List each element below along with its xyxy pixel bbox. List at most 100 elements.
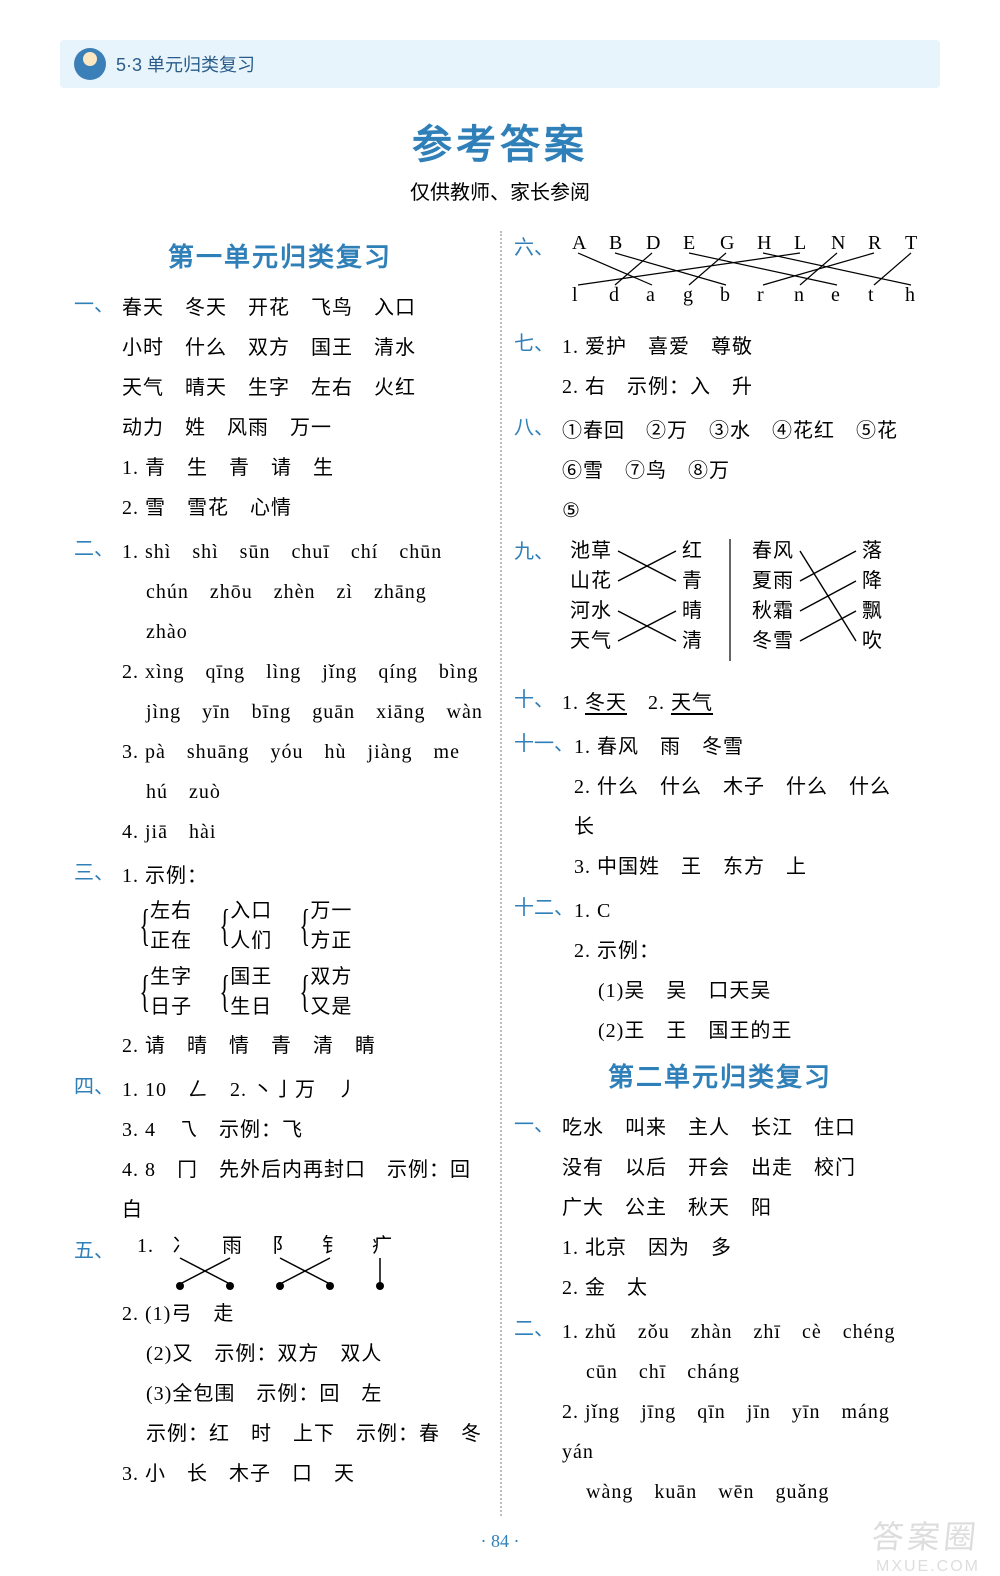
- q1-line: 动力 姓 风雨 万一: [122, 408, 416, 448]
- q8-line: ⑥雪 ⑦鸟 ⑧万: [562, 451, 898, 491]
- svg-text:天气: 天气: [570, 629, 612, 652]
- u2q1-line: 没有 以后 开会 出走 校门: [562, 1148, 856, 1188]
- q7: 七、 1. 爱护 喜爱 尊敬 2. 右 示例：入 升: [514, 327, 926, 407]
- t: 冫: [172, 1235, 193, 1257]
- q1: 一、 春天 冬天 开花 飞鸟 入口 小时 什么 双方 国王 清水 天气 晴天 生…: [74, 288, 486, 528]
- t: 钅: [322, 1234, 343, 1257]
- page-subtitle: 仅供教师、家长参阅: [60, 176, 940, 205]
- pair-item: 生字: [150, 962, 192, 992]
- q2-body: 1. shì shì sūn chuī chí chūn chún zhōu z…: [122, 532, 486, 852]
- column-divider: [500, 231, 502, 1516]
- q8-body: ①春回 ②万 ③水 ④花红 ⑤花 ⑥雪 ⑦鸟 ⑧万 ⑤: [562, 411, 898, 531]
- svg-text:g: g: [683, 284, 694, 306]
- q1-sub: 2. 雪 雪花 心情: [122, 488, 416, 528]
- page-title: 参考答案: [60, 112, 940, 170]
- svg-text:A: A: [572, 232, 587, 254]
- u2q1-body: 吃水 叫来 主人 长江 住口 没有 以后 开会 出走 校门 广大 公主 秋天 阳…: [562, 1108, 856, 1308]
- q3-pairs-row: {生字日子 {国王生日 {双方又是: [122, 962, 376, 1022]
- pair-item: 生日: [230, 992, 272, 1022]
- q2-line: 4. jiā hài: [122, 812, 486, 852]
- q5-sub: 示例：红 时 上下 示例：春 冬: [122, 1414, 482, 1454]
- u2q2-line: wàng kuān wēn guǎng: [562, 1472, 926, 1512]
- q8-label: 八、: [514, 411, 562, 440]
- q4-line: 4. 8 冂 先外后内再封口 示例：回 白: [122, 1150, 486, 1230]
- u2q2-line: cūn chī cháng: [562, 1352, 926, 1392]
- q1-label: 一、: [74, 288, 122, 317]
- svg-text:池草: 池草: [570, 539, 612, 562]
- pair-item: 又是: [310, 992, 352, 1022]
- svg-text:T: T: [905, 232, 918, 254]
- q12-line: 1. C: [574, 891, 792, 931]
- q11: 十一、 1. 春风 雨 冬雪 2. 什么 什么 木子 什么 什么 长 3. 中国…: [514, 727, 926, 887]
- t: 1.: [137, 1235, 154, 1257]
- svg-text:秋霜: 秋霜: [752, 599, 794, 622]
- q2: 二、 1. shì shì sūn chuī chí chūn chún zhō…: [74, 532, 486, 852]
- q7-label: 七、: [514, 327, 562, 356]
- svg-text:h: h: [905, 284, 916, 306]
- svg-text:l: l: [572, 284, 579, 306]
- q2-line: jìng yīn bīng guān xiāng wàn: [122, 692, 486, 732]
- q1-line: 小时 什么 双方 国王 清水: [122, 328, 416, 368]
- q5-sub: (1)弓 走: [145, 1303, 234, 1325]
- svg-text:B: B: [609, 232, 623, 254]
- svg-text:N: N: [831, 232, 846, 254]
- pair-item: 入口: [230, 896, 272, 926]
- q10-body: 1. 冬天 2. 天气: [562, 683, 713, 723]
- q7-line: 2. 右 示例：入 升: [562, 367, 753, 407]
- svg-text:t: t: [868, 284, 875, 306]
- q2-line: 2. xìng qīng lìng jǐng qíng bìng: [122, 652, 486, 692]
- q6: 六、 ABDEGHLNRT ldagbrneth: [514, 231, 926, 323]
- q4-label: 四、: [74, 1070, 122, 1099]
- u2q1-line: 1. 北京 因为 多: [562, 1228, 856, 1268]
- q6-body: ABDEGHLNRT ldagbrneth: [562, 231, 942, 323]
- q6-label: 六、: [514, 231, 562, 260]
- unit1-title: 第一单元归类复习: [74, 237, 486, 274]
- word-match-diagram: 池草红春风落山花青夏雨降河水晴秋霜飘天气清冬雪吹: [562, 535, 922, 665]
- q9-body: 池草红春风落山花青夏雨降河水晴秋霜飘天气清冬雪吹: [562, 535, 922, 679]
- q11-label: 十一、: [514, 727, 574, 756]
- svg-text:冬雪: 冬雪: [752, 629, 794, 652]
- q9: 九、 池草红春风落山花青夏雨降河水晴秋霜飘天气清冬雪吹: [514, 535, 926, 679]
- q4-body: 1. 10 𠃋 2. 丶亅万 丿 3. 4 乁 示例：飞 4. 8 冂 先外后内…: [122, 1070, 486, 1230]
- cross-match-icon: 1. 冫 雨 阝 钅 疒: [122, 1234, 422, 1294]
- svg-text:H: H: [757, 232, 772, 254]
- q12-label: 十二、: [514, 891, 574, 920]
- svg-text:D: D: [646, 232, 661, 254]
- header-bar: 5·3 单元归类复习: [60, 40, 940, 88]
- svg-text:n: n: [794, 284, 805, 306]
- q10-u: 冬天: [585, 692, 627, 714]
- q7-line: 1. 爱护 喜爱 尊敬: [562, 327, 753, 367]
- u2q1-line: 吃水 叫来 主人 长江 住口: [562, 1108, 856, 1148]
- svg-text:清: 清: [682, 629, 703, 652]
- q2-line: chún zhōu zhèn zì zhāng zhào: [122, 572, 486, 652]
- q7-body: 1. 爱护 喜爱 尊敬 2. 右 示例：入 升: [562, 327, 753, 407]
- svg-text:降: 降: [862, 569, 883, 592]
- q10-t: 1.: [562, 692, 585, 714]
- q2-line: 1. shì shì sūn chuī chí chūn: [122, 532, 486, 572]
- pair-item: 正在: [150, 926, 192, 956]
- q12-body: 1. C 2. 示例： (1)吴 吴 口天吴 (2)王 王 国王的王: [574, 891, 792, 1051]
- q12-line: 2. 示例：: [574, 931, 792, 971]
- q3-label: 三、: [74, 856, 122, 885]
- q4: 四、 1. 10 𠃋 2. 丶亅万 丿 3. 4 乁 示例：飞 4. 8 冂 先…: [74, 1070, 486, 1230]
- svg-text:R: R: [868, 232, 882, 254]
- page-number: · 84 ·: [0, 1531, 1000, 1552]
- q3-body: 1. 示例： {左右正在 {入口人们 {万一方正 {生字日子 {国王生日 {双方…: [122, 856, 376, 1066]
- svg-text:a: a: [646, 284, 656, 306]
- svg-text:春风: 春风: [752, 539, 794, 562]
- q1-line: 天气 晴天 生字 左右 火红: [122, 368, 416, 408]
- q1-line: 春天 冬天 开花 飞鸟 入口: [122, 288, 416, 328]
- svg-text:吹: 吹: [862, 629, 883, 652]
- u2q2-body: 1. zhǔ zǒu zhàn zhī cè chéng cūn chī chá…: [562, 1312, 926, 1512]
- svg-text:L: L: [794, 232, 807, 254]
- q1-body: 春天 冬天 开花 飞鸟 入口 小时 什么 双方 国王 清水 天气 晴天 生字 左…: [122, 288, 416, 528]
- u2q2-label: 二、: [514, 1312, 562, 1341]
- q1-sub: 1. 青 生 青 请 生: [122, 448, 416, 488]
- u2q2-line: 2. jǐng jīng qīn jīn yīn máng yán: [562, 1392, 926, 1472]
- q5-sub: (2)又 示例：双方 双人: [122, 1334, 482, 1374]
- pair-item: 方正: [310, 926, 352, 956]
- q11-body: 1. 春风 雨 冬雪 2. 什么 什么 木子 什么 什么 长 3. 中国姓 王 …: [574, 727, 926, 887]
- q9-label: 九、: [514, 535, 562, 564]
- svg-text:d: d: [609, 284, 620, 306]
- q5-sub: (3)全包围 示例：回 左: [122, 1374, 482, 1414]
